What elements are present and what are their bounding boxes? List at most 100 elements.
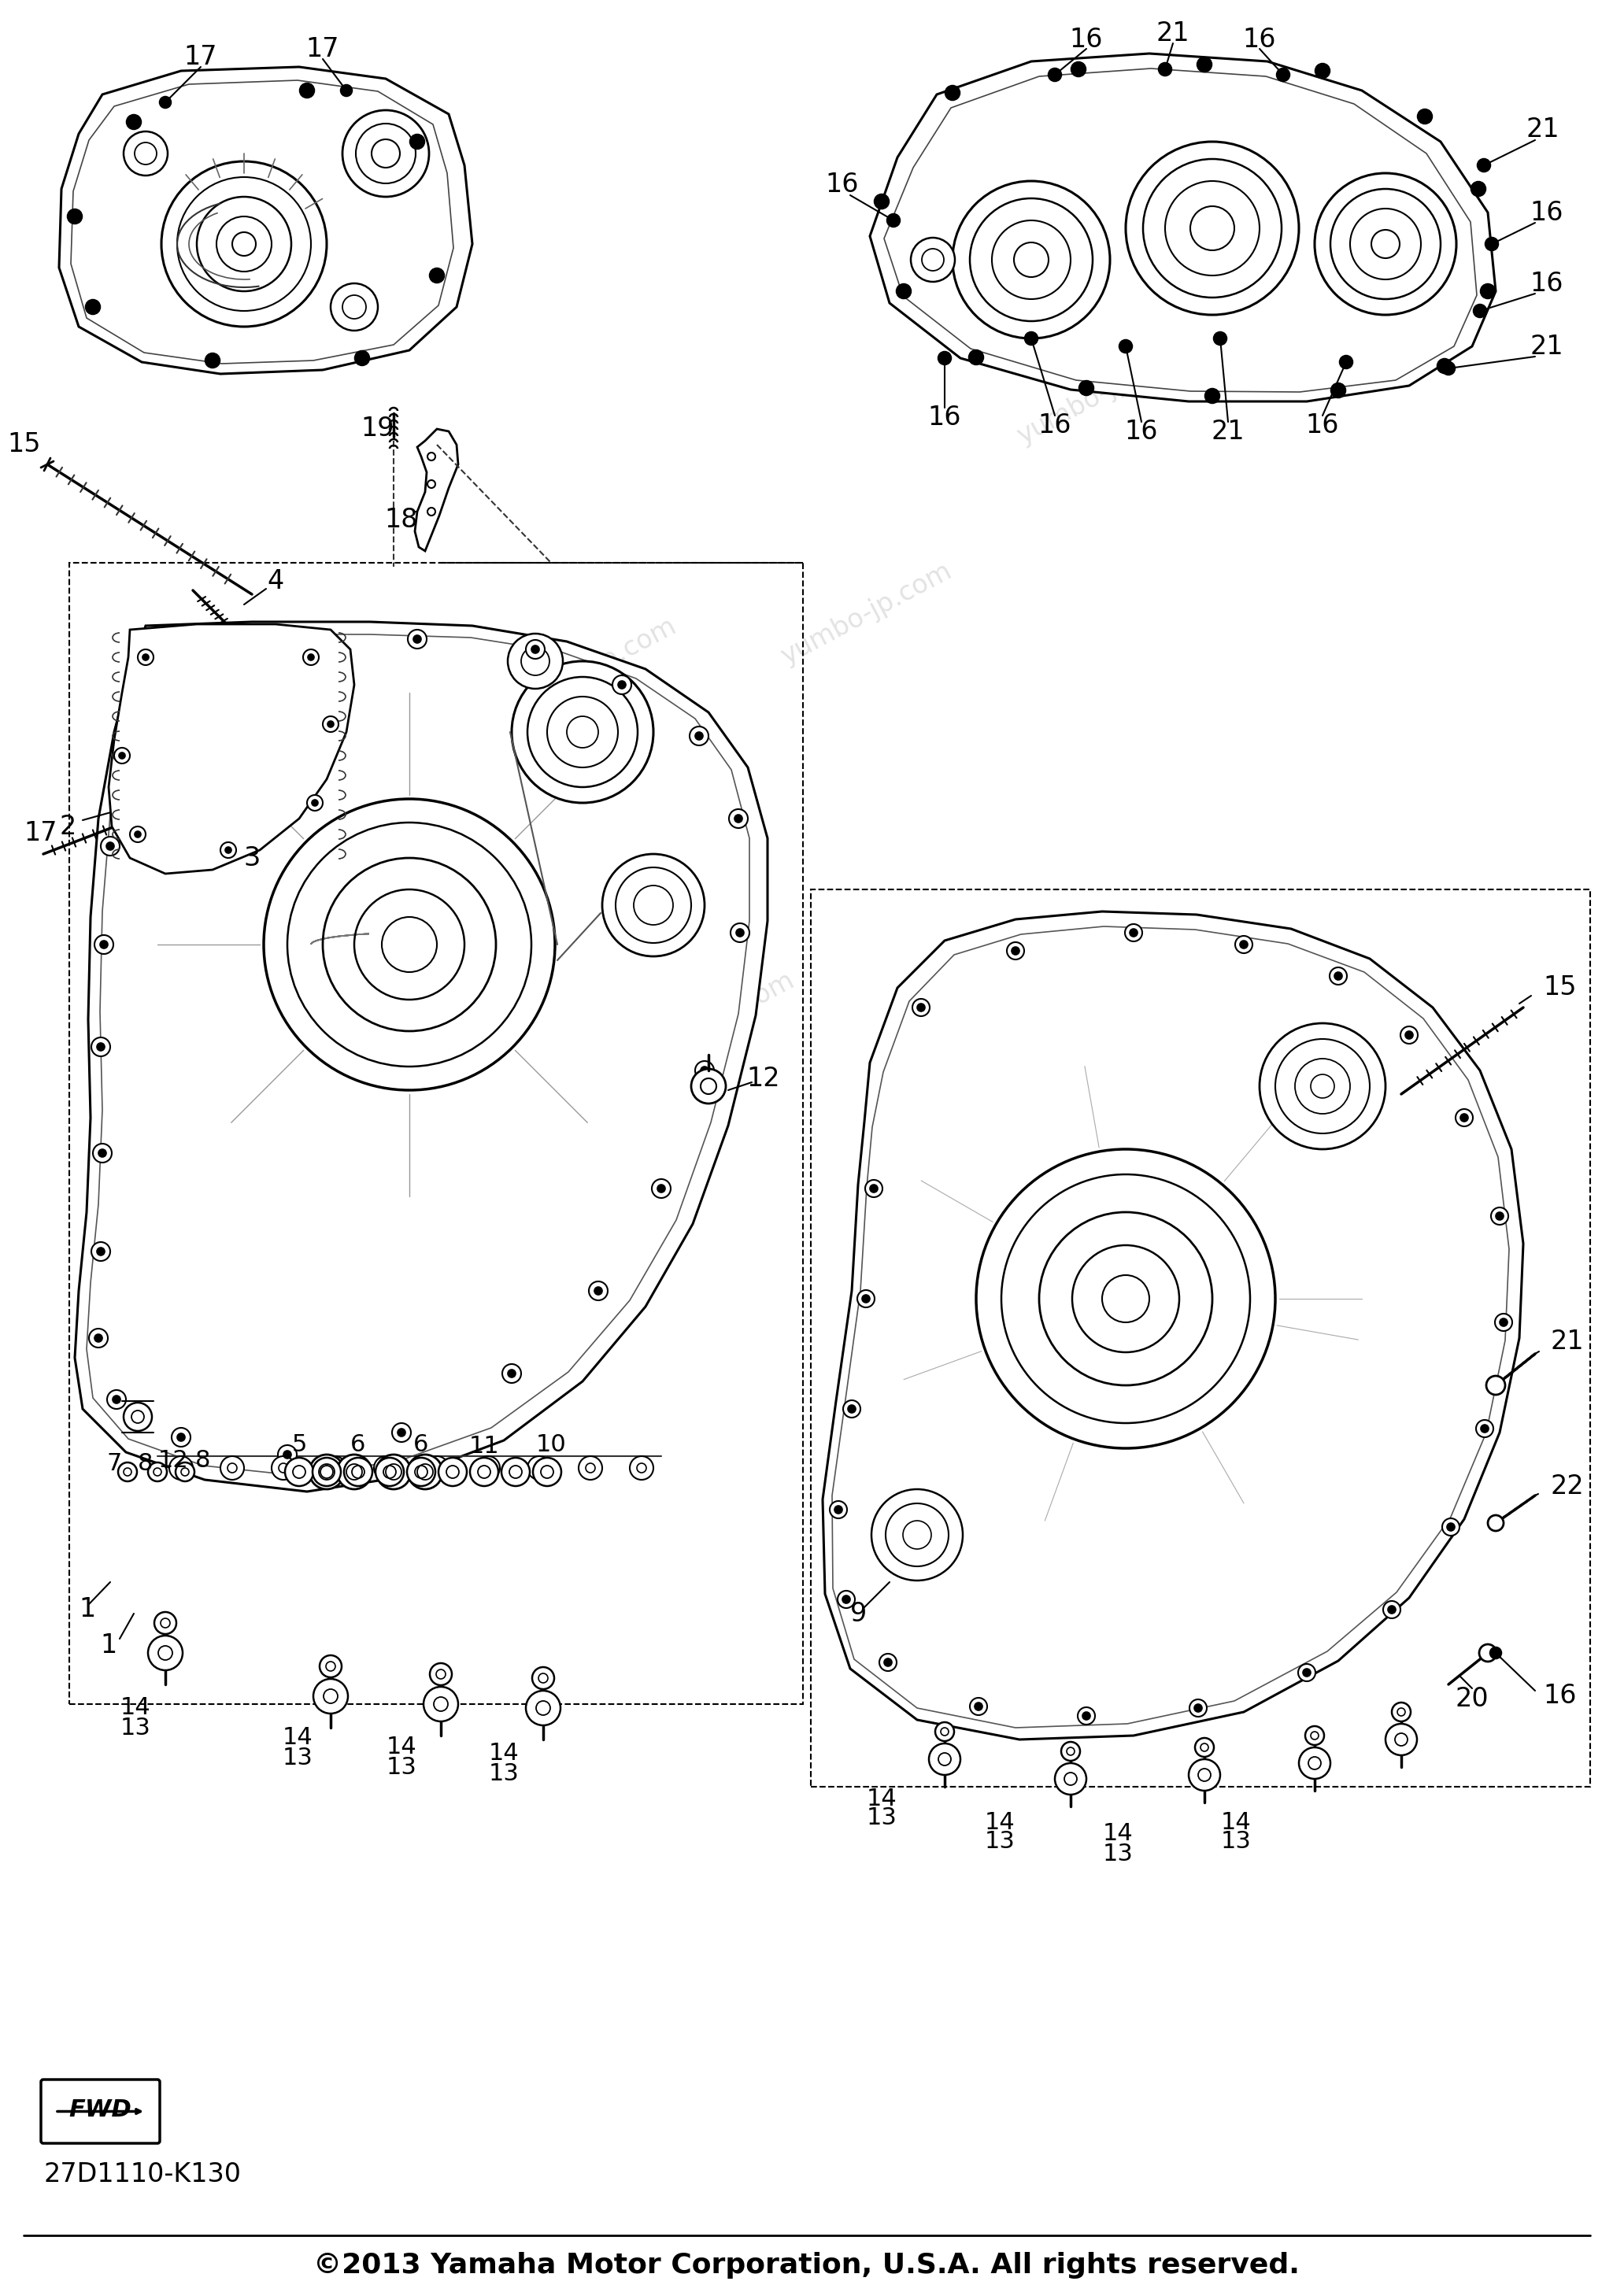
Text: ©2013 Yamaha Motor Corporation, U.S.A. All rights reserved.: ©2013 Yamaha Motor Corporation, U.S.A. A…	[313, 2252, 1298, 2278]
Polygon shape	[108, 625, 355, 875]
Circle shape	[124, 131, 168, 174]
Circle shape	[286, 1458, 313, 1486]
Text: 14: 14	[489, 1743, 519, 1766]
Text: 17: 17	[184, 44, 218, 69]
Text: 15: 15	[8, 432, 40, 457]
Text: 14: 14	[1103, 1823, 1132, 1846]
Circle shape	[171, 1428, 190, 1446]
Circle shape	[429, 269, 444, 282]
Circle shape	[834, 1506, 842, 1513]
Circle shape	[1124, 923, 1142, 941]
Circle shape	[871, 1490, 963, 1580]
Circle shape	[1471, 181, 1486, 195]
Circle shape	[911, 239, 955, 282]
Text: 10: 10	[536, 1433, 566, 1456]
Text: 22: 22	[1550, 1474, 1584, 1499]
Circle shape	[92, 1038, 110, 1056]
Circle shape	[1305, 1727, 1324, 1745]
Circle shape	[532, 1458, 561, 1486]
Circle shape	[97, 1247, 105, 1256]
Circle shape	[1048, 69, 1061, 80]
Text: 16: 16	[927, 404, 961, 429]
Circle shape	[148, 1635, 182, 1669]
Circle shape	[313, 1458, 340, 1486]
Circle shape	[1487, 1515, 1503, 1531]
Circle shape	[92, 1242, 110, 1261]
Text: 8: 8	[139, 1453, 153, 1476]
Circle shape	[1061, 1743, 1081, 1761]
Circle shape	[918, 1003, 924, 1013]
Circle shape	[148, 1463, 166, 1481]
Circle shape	[842, 1596, 850, 1603]
Circle shape	[1024, 333, 1037, 344]
Circle shape	[526, 641, 545, 659]
Circle shape	[731, 923, 750, 941]
Polygon shape	[415, 429, 458, 551]
Circle shape	[976, 1150, 1276, 1449]
Text: 21: 21	[1211, 418, 1245, 445]
Circle shape	[176, 1463, 195, 1481]
Circle shape	[337, 1456, 371, 1490]
Circle shape	[1442, 363, 1455, 374]
Circle shape	[1079, 381, 1094, 395]
Circle shape	[100, 836, 119, 856]
Circle shape	[1382, 1600, 1400, 1619]
Text: 1: 1	[79, 1596, 95, 1623]
Circle shape	[1495, 1313, 1513, 1332]
Circle shape	[277, 1444, 297, 1465]
Text: 16: 16	[1069, 25, 1103, 53]
Text: 13: 13	[1221, 1830, 1252, 1853]
Circle shape	[939, 351, 952, 365]
Circle shape	[300, 83, 315, 99]
Circle shape	[221, 1456, 244, 1479]
Circle shape	[1298, 1747, 1331, 1779]
Circle shape	[1481, 1426, 1489, 1433]
Text: 16: 16	[1544, 1683, 1576, 1708]
Circle shape	[1215, 333, 1226, 344]
Circle shape	[205, 354, 219, 367]
Polygon shape	[74, 622, 768, 1492]
Circle shape	[945, 85, 960, 101]
Text: 21: 21	[1550, 1329, 1584, 1355]
Circle shape	[629, 1456, 653, 1479]
Circle shape	[319, 1655, 342, 1678]
Text: 16: 16	[1531, 271, 1563, 296]
Circle shape	[969, 1697, 987, 1715]
Circle shape	[134, 831, 140, 838]
Circle shape	[1455, 1109, 1473, 1127]
Circle shape	[408, 1456, 442, 1490]
Circle shape	[392, 1424, 411, 1442]
Circle shape	[658, 1185, 665, 1192]
Circle shape	[177, 1433, 185, 1442]
Polygon shape	[823, 912, 1523, 1740]
Circle shape	[829, 1502, 847, 1518]
Circle shape	[1392, 1704, 1411, 1722]
Circle shape	[310, 1456, 344, 1490]
Circle shape	[1077, 1708, 1095, 1724]
Text: 14: 14	[282, 1727, 313, 1750]
Circle shape	[95, 1334, 102, 1343]
Circle shape	[508, 634, 563, 689]
Circle shape	[221, 843, 235, 859]
Text: 14: 14	[386, 1736, 416, 1759]
Circle shape	[115, 748, 131, 765]
Circle shape	[85, 301, 100, 315]
Text: 21: 21	[1157, 21, 1190, 46]
Text: 13: 13	[282, 1747, 313, 1768]
Text: 21: 21	[1526, 117, 1560, 142]
Circle shape	[106, 1389, 126, 1410]
Circle shape	[263, 799, 555, 1091]
Circle shape	[1329, 967, 1347, 985]
Text: FWD: FWD	[69, 2099, 132, 2122]
Text: 16: 16	[1124, 418, 1158, 445]
Circle shape	[469, 1458, 498, 1486]
Circle shape	[1236, 937, 1252, 953]
Circle shape	[729, 808, 748, 829]
Circle shape	[284, 1451, 292, 1458]
Text: 11: 11	[469, 1435, 500, 1458]
Circle shape	[887, 214, 900, 227]
Circle shape	[1460, 1114, 1468, 1123]
Circle shape	[142, 654, 148, 661]
Text: 15: 15	[1544, 976, 1576, 1001]
Circle shape	[692, 1070, 726, 1104]
